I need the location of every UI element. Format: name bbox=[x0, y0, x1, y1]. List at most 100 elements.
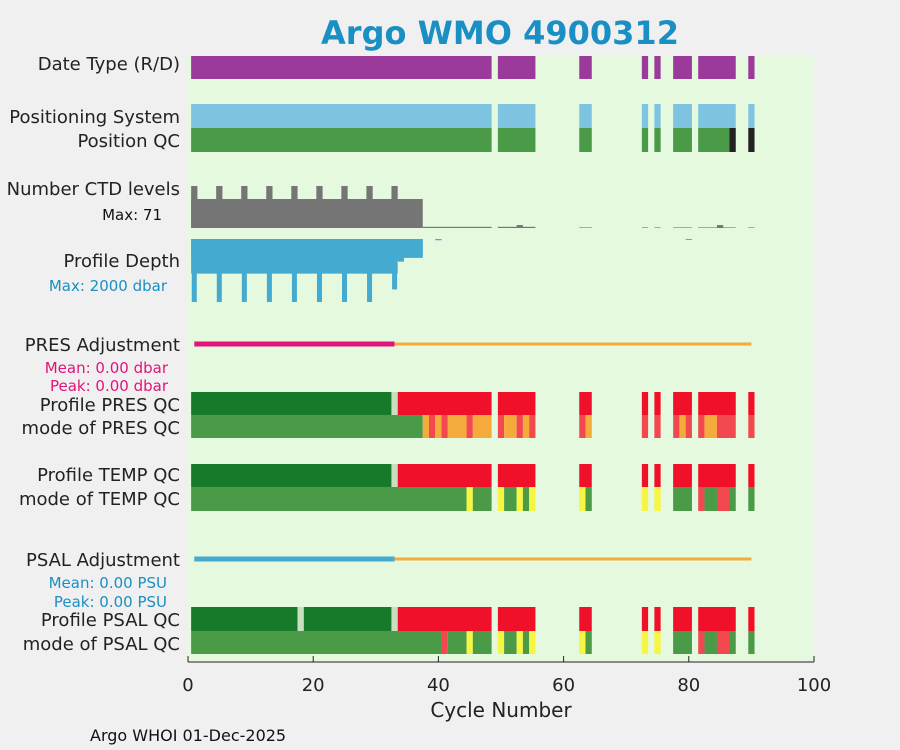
mode-temp-qc-bar bbox=[716, 487, 730, 511]
x-tick-label: 40 bbox=[427, 675, 450, 696]
profile-pres-qc-bar bbox=[579, 392, 592, 415]
profile-pres-qc-bar bbox=[497, 392, 536, 415]
mode-psal-qc-bar bbox=[585, 631, 592, 654]
positioning-system-bar bbox=[698, 104, 736, 128]
date-type-bar bbox=[748, 56, 755, 79]
mode-psal-qc-bar bbox=[497, 631, 505, 654]
ctd-levels-bar bbox=[748, 227, 755, 228]
mode-psal-qc-bar bbox=[579, 631, 586, 654]
x-tick-label: 80 bbox=[677, 675, 700, 696]
position-qc-bar bbox=[748, 128, 755, 152]
ctd-levels-spike bbox=[291, 186, 298, 228]
positioning-system-bar bbox=[673, 104, 692, 128]
mode-temp-qc-bar bbox=[729, 487, 736, 511]
mode-psal-qc-bar bbox=[641, 631, 649, 654]
mode-pres-qc-bar bbox=[497, 415, 505, 438]
position-qc-bar bbox=[654, 128, 661, 152]
mode-temp-qc-bar bbox=[748, 487, 755, 511]
mode-pres-qc-bar bbox=[191, 415, 423, 438]
ctd-levels-spike bbox=[391, 186, 398, 228]
profile-pres-qc-bar bbox=[641, 392, 649, 415]
profile-depth-spike bbox=[191, 239, 197, 302]
footer-credit: Argo WHOI 01-Dec-2025 bbox=[90, 726, 286, 745]
mode-pres-qc-bar bbox=[679, 415, 686, 438]
profile-pres-qc-bar bbox=[191, 392, 392, 415]
x-axis-label: Cycle Number bbox=[430, 698, 572, 722]
x-axis-ticks: 0 20 40 60 80 100 bbox=[182, 656, 831, 696]
ctd-levels-spike bbox=[266, 186, 273, 228]
ctd-levels-spike bbox=[191, 186, 198, 228]
mode-pres-qc-bar bbox=[579, 415, 586, 438]
ctd-levels-bar bbox=[716, 225, 724, 228]
mode-pres-qc-bar bbox=[429, 415, 436, 438]
mode-pres-qc-bar bbox=[698, 415, 705, 438]
x-tick-label: 100 bbox=[797, 675, 831, 696]
profile-depth-spike bbox=[241, 239, 247, 302]
x-tick-label: 0 bbox=[182, 675, 193, 696]
row-label-profile-psal-qc: Profile PSAL QC bbox=[41, 610, 180, 631]
mode-temp-qc-bar bbox=[472, 487, 492, 511]
pres-adjustment-line bbox=[394, 342, 752, 346]
mode-pres-qc-bar bbox=[422, 415, 430, 438]
mode-temp-qc-bar bbox=[704, 487, 717, 511]
ctd-levels-bar bbox=[497, 226, 517, 228]
pres-peak-annotation: Peak: 0.00 dbar bbox=[50, 377, 169, 395]
positioning-system-bar bbox=[191, 104, 492, 128]
mode-pres-qc-bar bbox=[516, 415, 523, 438]
mode-pres-qc-bar bbox=[685, 415, 692, 438]
profile-psal-qc-bar bbox=[497, 607, 536, 631]
ctd-levels-bar bbox=[516, 225, 523, 228]
profile-pres-qc-bar bbox=[397, 392, 492, 415]
ctd-levels-bar bbox=[191, 199, 423, 228]
ctd-levels-bar bbox=[422, 226, 492, 228]
profile-psal-qc-bar bbox=[391, 607, 398, 631]
profile-depth-spike bbox=[342, 239, 348, 302]
mode-psal-qc-bar bbox=[504, 631, 517, 654]
mode-temp-qc-bar bbox=[585, 487, 592, 511]
mode-psal-qc-bar bbox=[673, 631, 692, 654]
mode-temp-qc-bar bbox=[698, 487, 705, 511]
ctd-levels-spike bbox=[341, 186, 348, 228]
mode-temp-qc-bar bbox=[641, 487, 649, 511]
profile-depth-bar bbox=[435, 239, 442, 241]
mode-pres-qc-bar bbox=[504, 415, 517, 438]
mode-temp-qc-bar bbox=[579, 487, 586, 511]
date-type-bar bbox=[191, 56, 492, 79]
mode-temp-qc-bar bbox=[504, 487, 517, 511]
mode-psal-qc-bar bbox=[529, 631, 536, 654]
profile-psal-qc-bar bbox=[303, 607, 392, 631]
row-label-position-qc: Position QC bbox=[77, 131, 180, 152]
mode-psal-qc-bar bbox=[698, 631, 705, 654]
profile-psal-qc-bar bbox=[191, 607, 298, 631]
mode-psal-qc-bar bbox=[191, 631, 442, 654]
profile-temp-qc-bar bbox=[641, 464, 649, 487]
profile-temp-qc-bar bbox=[391, 464, 398, 487]
date-type-bar bbox=[579, 56, 592, 79]
profile-temp-qc-bar bbox=[497, 464, 536, 487]
ctd-levels-bar bbox=[579, 227, 592, 228]
row-label-mode-temp-qc: mode of TEMP QC bbox=[19, 489, 180, 510]
depth-max-annotation: Max: 2000 dbar bbox=[49, 277, 168, 295]
psal-adjustment-line bbox=[394, 557, 752, 561]
profile-psal-qc-bar bbox=[748, 607, 755, 631]
profile-depth-spike bbox=[216, 239, 222, 302]
mode-pres-qc-bar bbox=[716, 415, 736, 438]
mode-temp-qc-bar bbox=[522, 487, 530, 511]
positioning-system-bar bbox=[497, 104, 536, 128]
mode-pres-qc-bar bbox=[673, 415, 680, 438]
pres-adjustment-line bbox=[194, 341, 395, 347]
mode-psal-qc-bar bbox=[704, 631, 717, 654]
ctd-max-annotation: Max: 71 bbox=[102, 206, 162, 224]
positioning-system-bar bbox=[641, 104, 649, 128]
position-qc-bar bbox=[641, 128, 649, 152]
profile-psal-qc-bar bbox=[654, 607, 661, 631]
profile-psal-qc-bar bbox=[641, 607, 649, 631]
mode-temp-qc-bar bbox=[654, 487, 661, 511]
row-label-pres-adjustment: PRES Adjustment bbox=[25, 335, 180, 356]
ctd-levels-spike bbox=[316, 186, 323, 228]
mode-pres-qc-bar bbox=[441, 415, 448, 438]
data-marks bbox=[191, 56, 755, 654]
mode-psal-qc-bar bbox=[472, 631, 492, 654]
ctd-levels-bar bbox=[654, 227, 661, 228]
mode-psal-qc-bar bbox=[516, 631, 523, 654]
